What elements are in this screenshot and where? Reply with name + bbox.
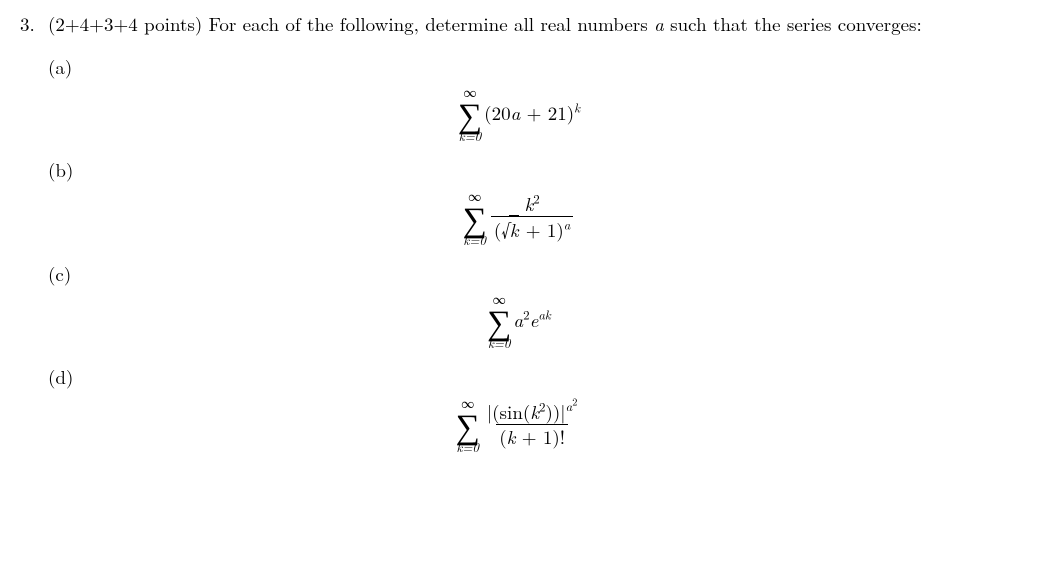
body-exp: k (574, 98, 580, 117)
sqrt-arg: k (509, 215, 520, 243)
den-open: ( (499, 423, 506, 450)
problem-text: (2+4+3+4 points) For each of the followi… (48, 10, 1018, 39)
num-outer-exp-exp: 2 (572, 394, 577, 409)
sigma-bottom: k=0 (488, 336, 511, 349)
sigma-symbol: ∑ (487, 303, 511, 337)
part-a-formula-wrap: ∞ ∑ k=0 (20a + 21)k (20, 85, 1018, 142)
num-var: k (525, 190, 534, 217)
prompt-part1: For each of the following, determine all… (209, 10, 655, 37)
den-open: ( (494, 216, 501, 243)
fraction: k2 (√k + 1)a (491, 193, 574, 241)
points: (2+4+3+4 points) (48, 10, 202, 37)
problem-statement: 3. (2+4+3+4 points) For each of the foll… (20, 10, 1018, 39)
page: 3. (2+4+3+4 points) For each of the foll… (0, 0, 1048, 463)
num-arg: k (530, 398, 539, 425)
part-a-label: (a) (48, 53, 1018, 82)
den-plus: + 1)! (515, 423, 565, 450)
sigma-symbol: ∑ (463, 200, 487, 234)
e-base: e (530, 306, 539, 333)
body-open: (20 (484, 99, 510, 126)
body-var: a (511, 99, 521, 126)
sigma-icon: ∞ ∑ k=0 (463, 189, 487, 246)
num-exp: 2 (533, 189, 539, 208)
num-open: |(sin( (487, 398, 530, 425)
part-a-formula: ∞ ∑ k=0 (20a + 21)k (458, 85, 580, 142)
e-exp: ak (538, 305, 551, 324)
part-c-label: (c) (48, 260, 1018, 289)
sigma-icon: ∞ ∑ k=0 (487, 292, 511, 349)
sigma-icon: ∞ ∑ k=0 (458, 85, 482, 142)
part-c-formula: ∞ ∑ k=0 a2eak (487, 292, 551, 349)
sigma-icon: ∞ ∑ k=0 (456, 396, 480, 453)
series-body: (20a + 21)k (484, 99, 580, 128)
denominator: (k + 1)! (496, 424, 568, 448)
sigma-bottom: k=0 (459, 129, 482, 142)
num-outer-exp: a2 (566, 396, 578, 415)
part-c-formula-wrap: ∞ ∑ k=0 a2eak (20, 292, 1018, 349)
den-exp: a (564, 215, 571, 234)
sigma-bottom: k=0 (463, 233, 486, 246)
series-body: a2eak (513, 306, 550, 335)
problem-number: 3. (20, 10, 48, 39)
num-close: ))| (546, 398, 566, 425)
numerator: k2 (522, 193, 543, 216)
numerator: |(sin(k2))|a2 (484, 401, 580, 424)
body-mid: + 21) (520, 99, 574, 126)
sqrt-icon: √k (501, 218, 519, 241)
prompt-part2: such that the series converges: (664, 10, 922, 37)
part-b-label: (b) (48, 156, 1018, 185)
part-b-formula-wrap: ∞ ∑ k=0 k2 (√k + 1)a (20, 189, 1018, 246)
sigma-symbol: ∑ (458, 96, 482, 130)
part-d-label: (d) (48, 363, 1018, 392)
denominator: (√k + 1)a (491, 216, 574, 241)
coef-var: a (513, 306, 523, 333)
sigma-bottom: k=0 (456, 440, 479, 453)
part-b-formula: ∞ ∑ k=0 k2 (√k + 1)a (463, 189, 576, 246)
variable-a: a (654, 10, 664, 37)
fraction: |(sin(k2))|a2 (k + 1)! (484, 401, 580, 448)
sigma-symbol: ∑ (456, 407, 480, 441)
part-d-formula: ∞ ∑ k=0 |(sin(k2))|a2 (k + 1)! (456, 396, 583, 453)
den-after: + 1) (519, 216, 563, 243)
part-d-formula-wrap: ∞ ∑ k=0 |(sin(k2))|a2 (k + 1)! (20, 396, 1018, 453)
